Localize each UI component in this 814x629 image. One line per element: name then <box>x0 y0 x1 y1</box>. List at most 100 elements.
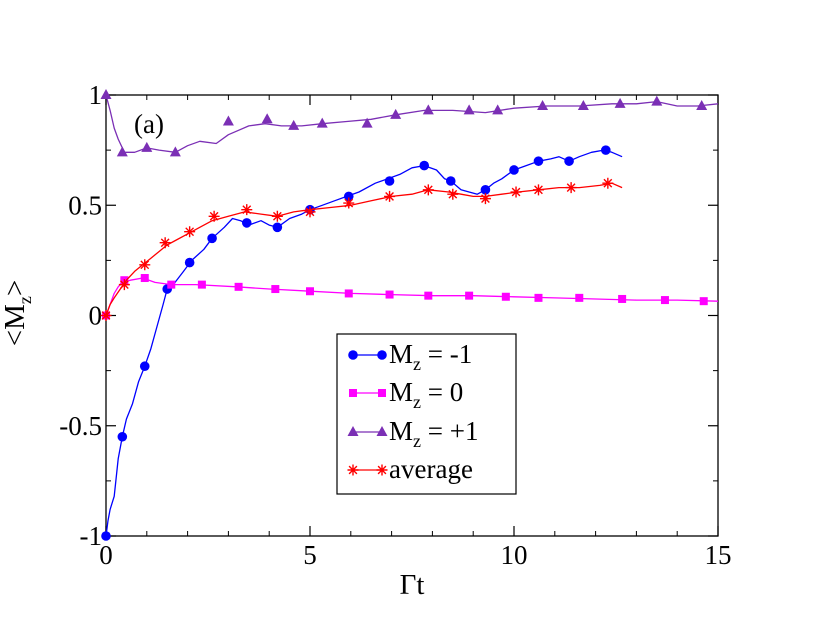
data-point <box>660 296 669 305</box>
x-tick-label: 15 <box>705 540 732 570</box>
data-point <box>447 188 459 200</box>
data-point <box>117 431 128 442</box>
data-point <box>509 165 519 175</box>
legend-marker <box>377 350 387 360</box>
data-point <box>602 177 614 189</box>
series-0 <box>101 145 623 541</box>
data-point <box>385 290 394 299</box>
y-axis-title-close: > <box>0 280 31 296</box>
data-point <box>101 531 111 541</box>
data-point <box>261 113 273 124</box>
data-point <box>614 97 626 108</box>
data-point <box>197 280 206 289</box>
legend-marker <box>349 389 357 397</box>
data-point <box>100 89 112 99</box>
y-tick-label: -0.5 <box>59 411 102 441</box>
axis-tick-labels: 0 5 10 15 -1 -0.5 0 0.5 1 <box>59 80 731 570</box>
series-1 <box>102 274 719 320</box>
series-line <box>105 277 719 316</box>
legend-label-rest: = 0 <box>421 377 463 407</box>
data-point <box>390 108 402 119</box>
x-tick-label: 0 <box>99 540 113 570</box>
data-point <box>316 117 328 128</box>
y-tick-label: 0 <box>89 301 103 331</box>
data-point <box>601 145 611 155</box>
legend-label: Mz = -1 <box>389 339 472 374</box>
data-point <box>343 197 355 209</box>
legend-label-sub: z <box>413 431 421 451</box>
data-point <box>699 297 708 306</box>
legend-label-sub: z <box>413 354 421 374</box>
data-point <box>696 100 708 111</box>
panel-label: (a) <box>134 109 164 139</box>
data-point <box>577 100 589 111</box>
data-point <box>534 293 543 302</box>
data-point <box>564 156 574 166</box>
data-point <box>271 285 280 294</box>
data-point <box>118 279 130 291</box>
data-point <box>651 95 663 106</box>
legend-label-main: M <box>389 377 413 407</box>
data-point <box>241 218 252 228</box>
series-line <box>105 149 623 537</box>
data-point <box>419 160 430 171</box>
data-point <box>159 237 171 249</box>
data-point <box>463 104 475 115</box>
data-point <box>384 190 396 202</box>
data-point <box>288 119 300 130</box>
data-point <box>184 226 196 238</box>
x-tick-label: 5 <box>303 540 317 570</box>
legend-marker <box>347 426 359 436</box>
legend-marker <box>348 350 358 360</box>
data-point <box>565 182 577 194</box>
svg-text:<Mz>: <Mz> <box>0 280 35 347</box>
data-point <box>184 257 195 268</box>
legend-entry: average <box>347 454 473 484</box>
series-2 <box>100 89 719 157</box>
legend-marker <box>376 464 388 476</box>
data-point <box>139 259 151 271</box>
data-point <box>271 210 283 222</box>
y-tick-label: 1 <box>89 80 103 110</box>
data-point <box>618 294 627 303</box>
data-point <box>116 146 128 157</box>
data-point <box>169 146 181 157</box>
legend-entry: Mz = +1 <box>347 416 478 451</box>
data-point <box>465 291 474 300</box>
data-point <box>100 310 112 321</box>
y-axis-title: <Mz> <box>0 280 35 347</box>
y-axis-title-main: <M <box>0 304 31 346</box>
data-point <box>501 292 510 301</box>
legend-entry: Mz = -1 <box>348 339 472 374</box>
data-point <box>167 280 176 289</box>
y-tick-label: 0.5 <box>68 190 102 220</box>
data-point <box>537 100 549 111</box>
data-point <box>424 291 433 300</box>
data-point <box>272 222 283 233</box>
series-3 <box>100 177 623 321</box>
legend-marker <box>347 464 359 476</box>
data-point <box>139 361 150 372</box>
legend-box <box>336 333 517 495</box>
data-point <box>384 176 395 186</box>
legend-entry: Mz = 0 <box>349 377 463 412</box>
x-axis-title: Γt <box>400 569 425 601</box>
legend-label-main: average <box>389 454 473 484</box>
data-point <box>492 104 504 115</box>
y-tick-label: -1 <box>80 521 103 551</box>
legend-label-rest: = +1 <box>421 416 478 446</box>
legend-label-rest: = -1 <box>421 339 472 369</box>
x-tick-label: 10 <box>501 540 528 570</box>
data-point <box>234 282 243 291</box>
data-point <box>343 191 354 202</box>
data-point <box>532 184 544 196</box>
data-point <box>207 233 217 244</box>
legend-label: Mz = 0 <box>389 377 463 412</box>
data-series <box>100 89 719 541</box>
legend-label: average <box>389 454 473 484</box>
data-point <box>533 156 544 166</box>
data-point <box>222 115 234 126</box>
